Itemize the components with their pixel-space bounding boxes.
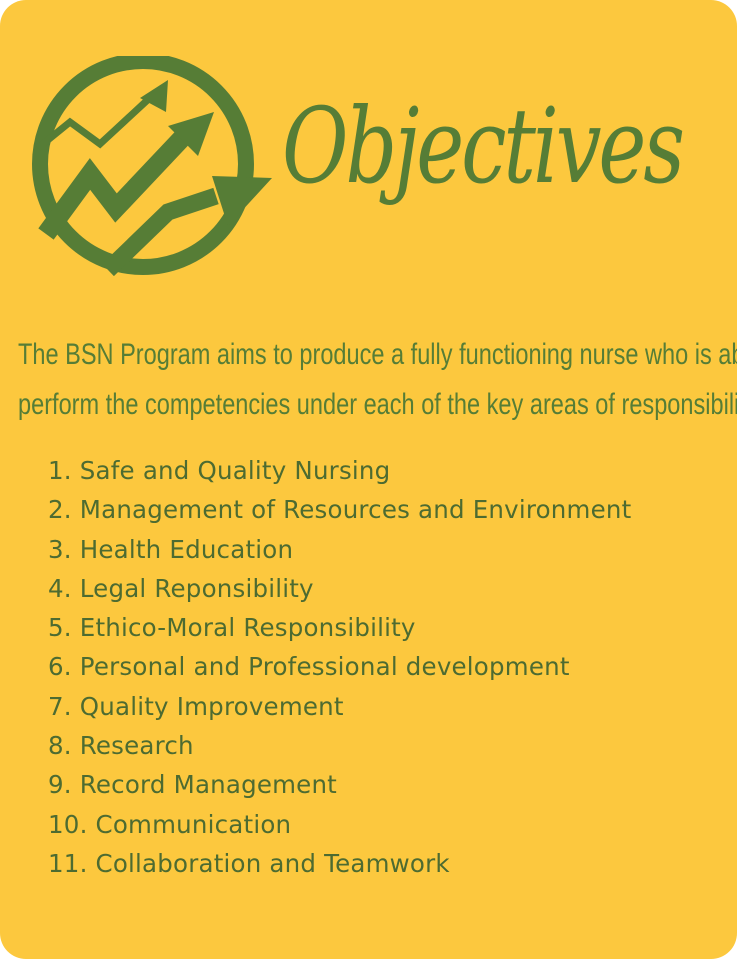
intro-line: The BSN Program aims to produce a fully … (18, 338, 737, 371)
list-item: 4. Legal Reponsibility (48, 573, 314, 603)
intro-text: The BSN Program aims to produce a fully … (18, 330, 737, 430)
list-item: 1. Safe and Quality Nursing (48, 456, 391, 485)
page-title: Objectives (282, 85, 685, 207)
trending-up-arrows-icon (32, 56, 272, 276)
list-item: 11. Collaboration and Teamwork (48, 848, 450, 878)
objectives-list: 1. Safe and Quality Nursing 2. Managemen… (48, 451, 631, 883)
list-item: 10. Communication (48, 809, 292, 839)
list-item: 2. Management of Resources and Environme… (48, 495, 632, 525)
list-item: 5. Ethico-Moral Responsibility (48, 613, 416, 643)
list-item: 6. Personal and Professional development (48, 652, 570, 682)
list-item: 3. Health Education (48, 534, 294, 564)
list-item: 8. Research (48, 731, 194, 761)
list-item: 9. Record Management (48, 770, 337, 800)
intro-line: perform the competencies under each of t… (18, 388, 737, 421)
list-item: 7. Quality Improvement (48, 691, 344, 721)
